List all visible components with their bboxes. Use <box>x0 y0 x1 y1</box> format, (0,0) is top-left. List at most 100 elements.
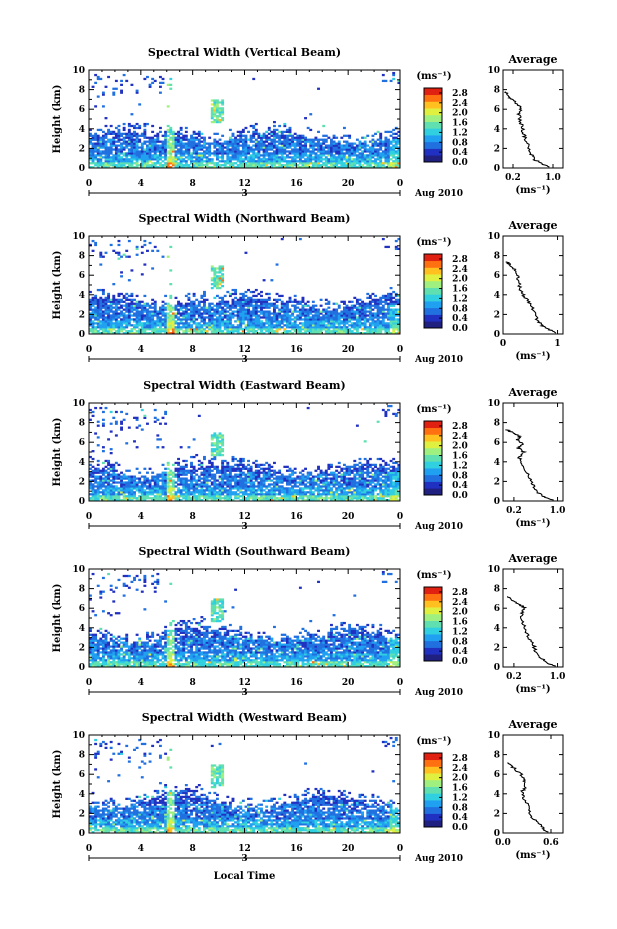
heatmap-cell <box>192 150 196 153</box>
heatmap-cell <box>358 164 362 167</box>
heatmap-cell <box>177 304 181 307</box>
heatmap-cell <box>174 320 178 323</box>
heatmap-cell <box>304 330 307 333</box>
heatmap-cell <box>125 442 129 445</box>
heatmap-cell <box>260 160 263 163</box>
heatmap-cell <box>140 273 144 276</box>
heatmap-cell <box>120 312 123 315</box>
heatmap-cell <box>169 499 173 502</box>
heatmap-cell <box>270 326 274 329</box>
heatmap-cell <box>288 144 292 147</box>
heatmap-cell <box>371 156 375 159</box>
heatmap-cell <box>153 322 157 325</box>
heatmap-cell <box>94 497 98 500</box>
heatmap-cell <box>120 479 123 482</box>
heatmap-cell <box>392 314 396 317</box>
heatmap-cell <box>107 156 111 159</box>
heatmap-cell <box>368 296 372 300</box>
heatmap-cell <box>190 166 193 169</box>
heatmap-cell <box>231 140 235 143</box>
heatmap-cell <box>177 300 181 303</box>
heatmap-cell <box>200 140 204 143</box>
heatmap-cell <box>228 162 232 165</box>
heatmap-cell <box>342 156 346 159</box>
heatmap-cell <box>166 324 170 327</box>
heatmap-cell <box>394 302 398 305</box>
heatmap-cell <box>101 479 105 482</box>
heatmap-cell <box>151 298 155 301</box>
heatmap-cell <box>208 314 212 317</box>
heatmap-cell <box>187 485 191 488</box>
heatmap-cell <box>133 126 136 130</box>
heatmap-cell <box>120 328 123 331</box>
heatmap-cell <box>358 320 362 323</box>
heatmap-cell <box>146 148 149 151</box>
heatmap-cell <box>236 302 240 305</box>
heatmap-cell <box>213 164 217 167</box>
heatmap-cell <box>381 328 385 331</box>
heatmap-cell <box>327 166 331 169</box>
heatmap-cell <box>379 306 383 309</box>
heatmap-cell <box>324 324 328 327</box>
heatmap-cell <box>187 446 191 449</box>
heatmap-cell <box>203 467 206 470</box>
heatmap-cell <box>133 124 136 128</box>
heatmap-cell <box>161 310 165 313</box>
heatmap-cell <box>361 310 365 313</box>
heatmap-cell <box>99 320 103 323</box>
heatmap-cell <box>104 481 108 484</box>
heatmap-cell <box>361 144 365 147</box>
heatmap-cell <box>104 487 108 490</box>
heatmap-cell <box>184 465 188 468</box>
heatmap-cell <box>275 146 279 149</box>
heatmap-cell <box>288 298 292 301</box>
heatmap-cell <box>239 136 243 139</box>
heatmap-cell <box>210 115 214 118</box>
heatmap-cell <box>166 475 170 478</box>
heatmap-cell <box>203 479 206 482</box>
heatmap-cell <box>114 310 118 313</box>
heatmap-cell <box>213 140 217 143</box>
heatmap-cell <box>363 316 367 319</box>
heatmap-cell <box>358 140 362 143</box>
heatmap-cell <box>239 320 243 323</box>
heatmap-cell <box>337 152 341 155</box>
heatmap-cell <box>283 148 287 151</box>
heatmap-cell <box>164 146 168 149</box>
heatmap-cell <box>379 308 383 311</box>
heatmap-cell <box>101 162 105 165</box>
heatmap-cell <box>143 162 147 165</box>
heatmap-cell <box>244 150 248 153</box>
heatmap-cell <box>327 154 331 157</box>
heatmap-cell <box>143 416 147 419</box>
heatmap-cell <box>130 477 134 480</box>
heatmap-cell <box>262 134 266 137</box>
heatmap-cell <box>156 138 160 141</box>
heatmap-cell <box>345 146 349 149</box>
heatmap-cell <box>265 326 269 329</box>
heatmap-cell <box>394 138 398 141</box>
heatmap-cell <box>210 277 214 280</box>
heatmap-cell <box>231 146 235 149</box>
heatmap-cell <box>91 475 95 478</box>
heatmap-cell <box>104 475 108 478</box>
heatmap-cell <box>96 459 100 463</box>
heatmap-cell <box>122 322 126 325</box>
heatmap-cell <box>376 326 380 329</box>
heatmap-cell <box>91 302 95 305</box>
heatmap-cell <box>161 322 165 325</box>
y-tick-label: 6 <box>79 105 85 115</box>
heatmap-cell <box>107 322 111 325</box>
heatmap-cell <box>215 448 219 451</box>
heatmap-cell <box>208 154 212 157</box>
heatmap-cell <box>387 306 390 309</box>
heatmap-cell <box>288 126 292 130</box>
heatmap-cell <box>99 316 103 319</box>
heatmap-cell <box>200 326 204 329</box>
heatmap-cell <box>143 499 147 502</box>
heatmap-cell <box>208 324 212 327</box>
heatmap-cell <box>195 469 199 472</box>
heatmap-cell <box>143 150 147 153</box>
heatmap-cell <box>379 152 383 155</box>
heatmap-cell <box>285 310 289 313</box>
